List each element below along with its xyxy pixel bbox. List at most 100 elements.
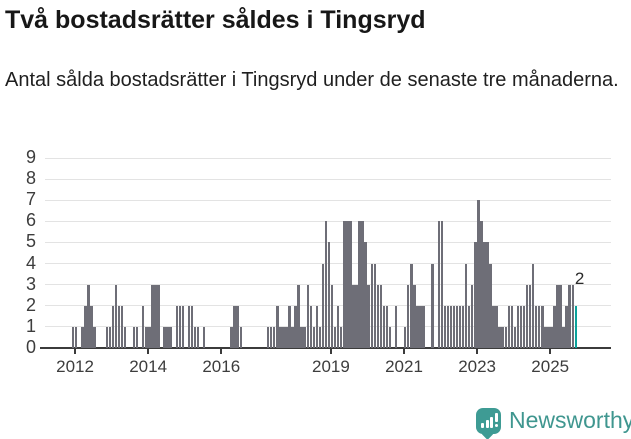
bar [547,326,550,348]
bar [132,326,136,348]
bar [404,326,407,348]
bar [163,326,166,348]
bar [504,326,507,348]
bar [349,221,352,348]
bar [202,326,206,348]
bar [230,326,233,348]
bar [373,263,376,348]
bar [285,326,288,348]
x-axis-tick [403,348,405,354]
bar [236,305,239,348]
bar [413,284,416,348]
bar [522,305,526,348]
bar [467,305,471,348]
bar [330,284,334,348]
bar [297,284,300,348]
bar [346,221,349,348]
bar [550,326,553,348]
y-axis-tick-label: 3 [25,273,36,294]
bar [306,284,309,348]
x-axis-line [40,347,611,349]
bar [142,305,145,348]
bar [495,305,498,348]
bar [291,326,294,348]
bar [525,284,529,348]
bar [190,305,194,348]
bar [407,284,410,348]
y-axis-tick-label: 7 [25,189,36,210]
bar [483,242,486,348]
bar [367,284,370,348]
bar [443,305,447,348]
bar [531,263,535,348]
bar [507,305,510,348]
bar [544,326,547,348]
bar [486,242,489,348]
bar [358,221,361,348]
highlighted-bar [574,305,578,348]
x-axis-tick-label: 2014 [129,357,168,376]
bar [343,221,346,348]
x-axis-tick-label: 2023 [458,357,497,376]
x-axis-tick [147,348,150,354]
y-axis-tick-label: 0 [25,337,36,357]
bar [464,263,468,348]
bar [477,200,480,348]
bar [312,326,316,348]
bar [81,326,84,348]
newsworthy-logo: Newsworthy [476,404,631,439]
bar [166,326,169,348]
bar [108,326,111,348]
bar [510,305,514,348]
bar [273,326,276,348]
bar [419,305,422,348]
bar [437,221,440,348]
bar [169,326,172,348]
bar [123,326,127,348]
bar [455,305,459,348]
bar [269,326,273,348]
bar [282,326,285,348]
bar [379,284,383,348]
y-axis-tick-label: 4 [25,252,36,273]
bar [288,305,291,348]
bar [528,284,532,348]
bar [321,263,325,348]
bar [446,305,450,348]
bar [145,326,148,348]
bar-chart: 0 1 2 3 4 5 6 7 8 9 2 2012 2014 2016 2019 2021 2023 2025 [25,147,611,376]
gridline [45,199,611,201]
bar [175,305,178,348]
highlight-value-label: 2 [574,269,585,288]
x-axis-tick [329,348,332,354]
bar [471,284,474,348]
y-axis-tick-label: 1 [25,315,36,336]
gridline [45,178,611,180]
bar [394,305,398,348]
bar [193,326,197,348]
bar [410,263,413,348]
y-axis-tick-label: 8 [25,168,36,189]
bar [84,305,87,348]
bar [553,305,556,348]
bar [461,305,465,348]
bar [452,305,456,348]
bar [382,305,386,348]
bar [364,242,367,348]
x-axis-tick-label: 2019 [311,357,350,376]
bar [568,284,571,348]
bar [388,326,392,348]
bar [501,326,504,348]
bar [266,326,270,348]
bar [324,221,328,348]
bar [431,263,434,348]
bar [355,284,358,348]
bar [309,305,313,348]
gridline [45,157,611,159]
bar [538,305,541,348]
bar [340,326,343,348]
chart-subtitle: Antal sålda bostadsrätter i Tingsryd und… [5,69,619,91]
bar [315,305,319,348]
x-axis-tick-label: 2012 [56,357,94,376]
